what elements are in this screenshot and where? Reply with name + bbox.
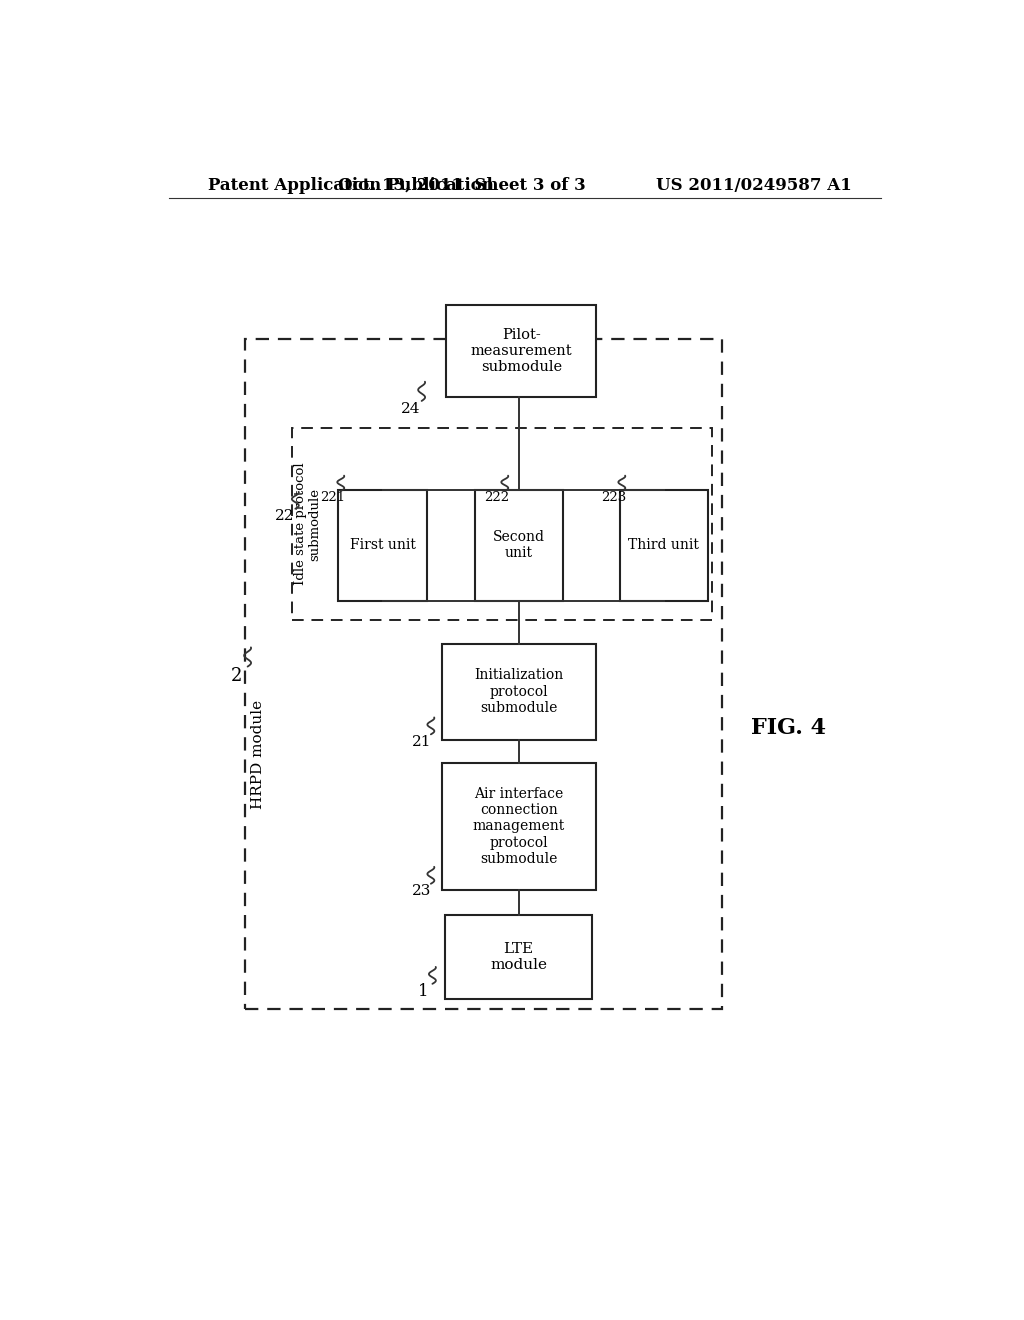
Text: 23: 23 — [412, 884, 431, 899]
Text: HRPD module: HRPD module — [251, 700, 265, 809]
Text: 2: 2 — [231, 667, 243, 685]
Text: Second
unit: Second unit — [493, 531, 545, 561]
Text: 22: 22 — [274, 510, 294, 524]
Text: Patent Application Publication: Patent Application Publication — [208, 177, 494, 194]
Text: 1: 1 — [418, 983, 428, 1001]
Text: Oct. 13, 2011  Sheet 3 of 3: Oct. 13, 2011 Sheet 3 of 3 — [338, 177, 586, 194]
Text: Third unit: Third unit — [629, 539, 699, 552]
Text: 221: 221 — [321, 491, 346, 504]
Text: LTE
module: LTE module — [490, 941, 547, 972]
Bar — [446, 305, 596, 397]
Bar — [441, 644, 596, 739]
Text: Initialization
protocol
submodule: Initialization protocol submodule — [474, 668, 563, 715]
Text: 21: 21 — [412, 735, 431, 748]
Bar — [445, 915, 592, 999]
Text: 222: 222 — [484, 491, 510, 504]
Text: US 2011/0249587 A1: US 2011/0249587 A1 — [656, 177, 852, 194]
Text: Air interface
connection
management
protocol
submodule: Air interface connection management prot… — [472, 787, 565, 866]
Bar — [339, 490, 427, 601]
Text: Pilot-
measurement
submodule: Pilot- measurement submodule — [470, 327, 572, 374]
Text: 24: 24 — [401, 401, 421, 416]
Bar — [620, 490, 708, 601]
Text: First unit: First unit — [350, 539, 416, 552]
Bar — [441, 763, 596, 890]
Text: Idle state protocol
submodule: Idle state protocol submodule — [294, 463, 322, 586]
Bar — [475, 490, 563, 601]
Bar — [245, 339, 722, 1010]
Bar — [292, 428, 712, 620]
Text: FIG. 4: FIG. 4 — [752, 717, 826, 739]
Text: 223: 223 — [601, 491, 627, 504]
